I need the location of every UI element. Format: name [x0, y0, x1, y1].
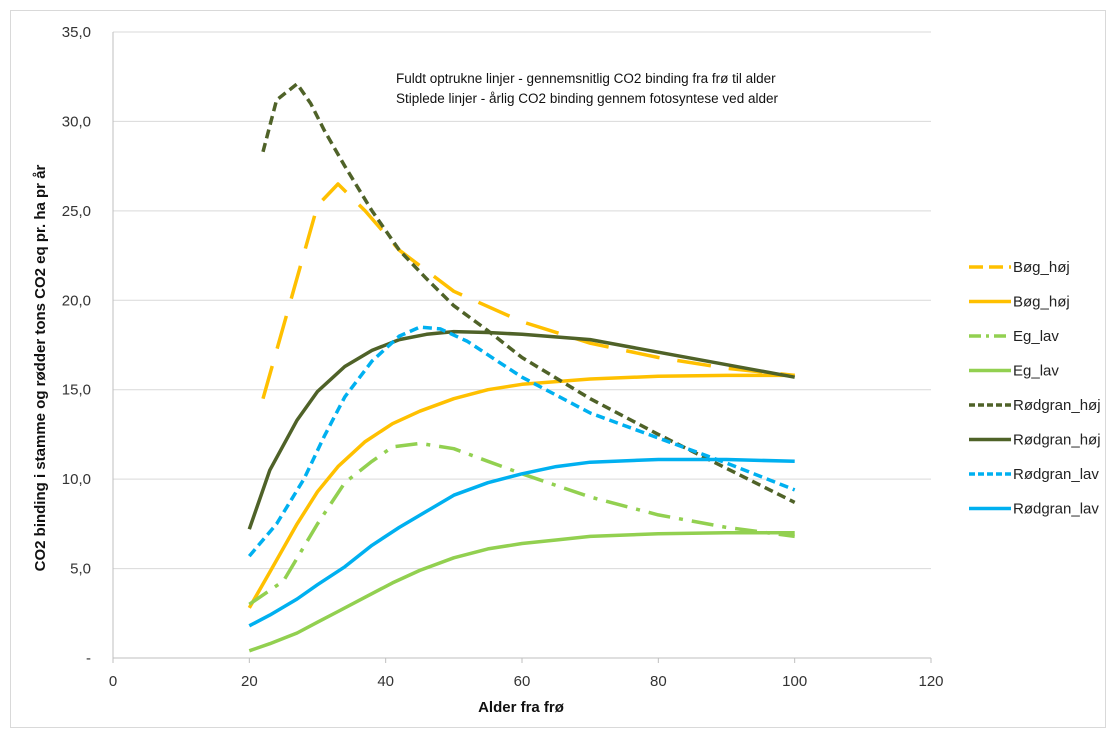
x-tick-label: 120: [918, 673, 943, 690]
series-lines: [247, 82, 796, 653]
gridlines: [113, 31, 931, 570]
legend-label: Eg_lav: [1013, 363, 1059, 380]
series-line-5: [261, 82, 796, 504]
y-axis-title: CO2 binding i stamme og rødder tons CO2 …: [32, 164, 49, 571]
x-tick-label: 20: [241, 673, 258, 690]
legend-label: Bøg_høj: [1013, 294, 1070, 311]
x-tick-label: 40: [377, 673, 394, 690]
series-line-2: [247, 373, 795, 609]
x-tick-label: 0: [109, 673, 117, 690]
series-line-1: [261, 182, 795, 400]
legend: Bøg_høj Bøg_høj Eg_lav Eg_lav Rødgran_høj Rød…: [969, 259, 1101, 518]
legend-label: Rødgran_høj: [1013, 397, 1101, 414]
y-tick-label: 10,0: [62, 471, 91, 488]
legend-label: Eg_lav: [1013, 328, 1059, 345]
x-tick-label: 100: [782, 673, 807, 690]
annotation-line-1: Fuldt optrukne linjer - gennemsnitlig CO…: [396, 71, 776, 86]
legend-label: Bøg_høj: [1013, 259, 1070, 276]
axes: - 5,0 10,0 15,0 20,0 25,0 30,0 35,0 0 20 40 60 80 100…: [62, 24, 944, 690]
legend-label: Rødgran_lav: [1013, 501, 1099, 518]
series-line-8: [248, 457, 795, 628]
series-line-4: [248, 531, 795, 653]
legend-label: Rødgran_høj: [1013, 432, 1101, 449]
series-line-3: [248, 441, 795, 606]
y-tick-label: -: [86, 650, 91, 667]
y-tick-label: 25,0: [62, 203, 91, 220]
y-tick-label: 30,0: [62, 113, 91, 130]
y-tick-label: 5,0: [70, 561, 91, 578]
legend-label: Rødgran_lav: [1013, 466, 1099, 483]
series-line-7: [247, 325, 796, 558]
series-line-6: [247, 329, 796, 530]
annotation-line-2: Stiplede linjer - årlig CO2 binding genn…: [396, 91, 778, 106]
x-tick-label: 80: [650, 673, 667, 690]
annotations: Fuldt optrukne linjer - gennemsnitlig CO…: [396, 71, 778, 106]
y-tick-label: 20,0: [62, 292, 91, 309]
x-tick-label: 60: [514, 673, 531, 690]
x-axis-title: Alder fra frø: [478, 699, 565, 716]
chart-frame: [10, 10, 1106, 728]
y-tick-label: 15,0: [62, 382, 91, 399]
y-tick-label: 35,0: [62, 24, 91, 41]
